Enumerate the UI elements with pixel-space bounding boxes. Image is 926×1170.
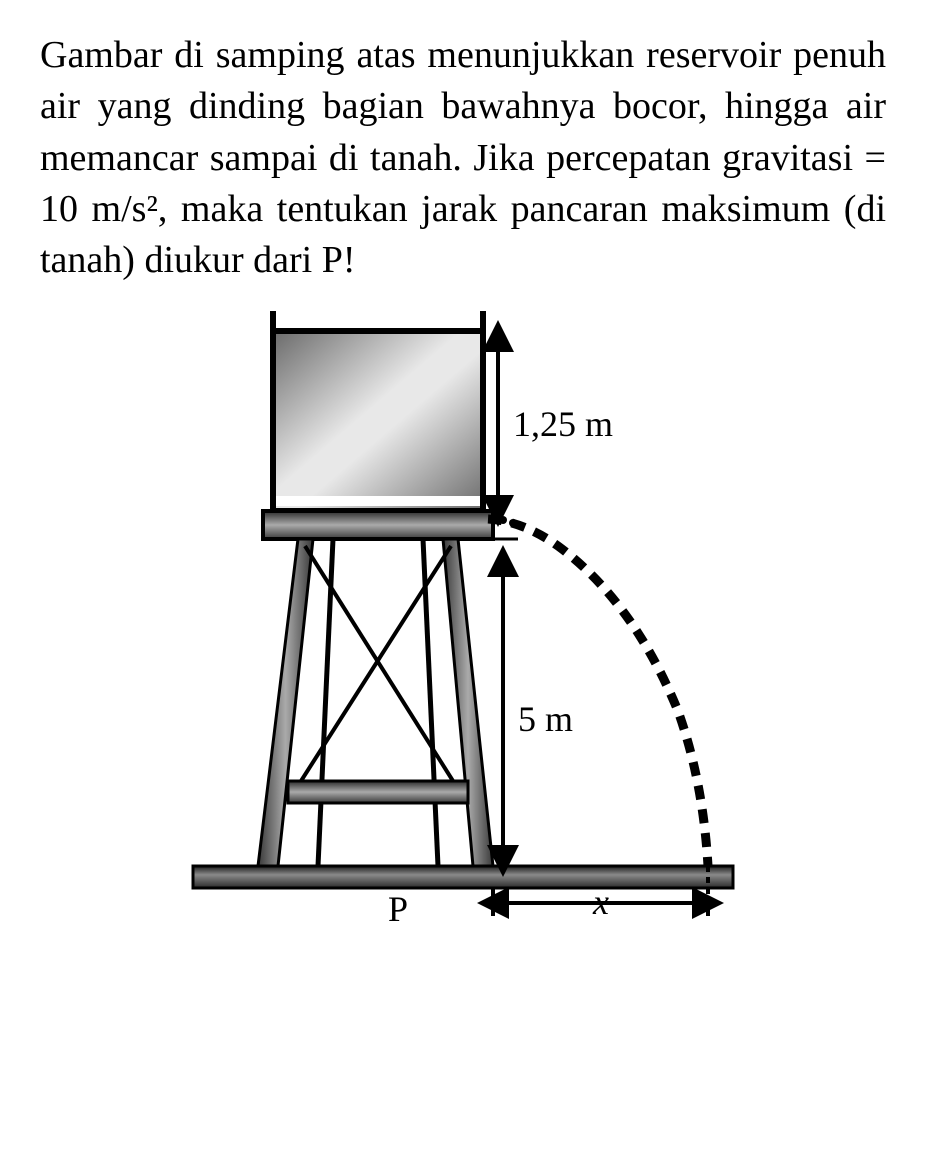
label-tower-height: 5 m bbox=[518, 699, 573, 739]
diagram-container: 1,25 m 5 m P x bbox=[40, 311, 886, 931]
problem-text: Gambar di samping atas menunjukkan reser… bbox=[40, 30, 886, 286]
tank-base bbox=[263, 511, 493, 539]
tower-legs bbox=[258, 539, 493, 866]
ground bbox=[193, 866, 733, 888]
label-tank-height: 1,25 m bbox=[513, 404, 613, 444]
label-point-p: P bbox=[388, 889, 408, 929]
label-distance-x: x bbox=[592, 882, 609, 922]
water-trajectory bbox=[488, 519, 708, 866]
tank-body bbox=[273, 331, 483, 511]
physics-diagram: 1,25 m 5 m P x bbox=[183, 311, 743, 931]
